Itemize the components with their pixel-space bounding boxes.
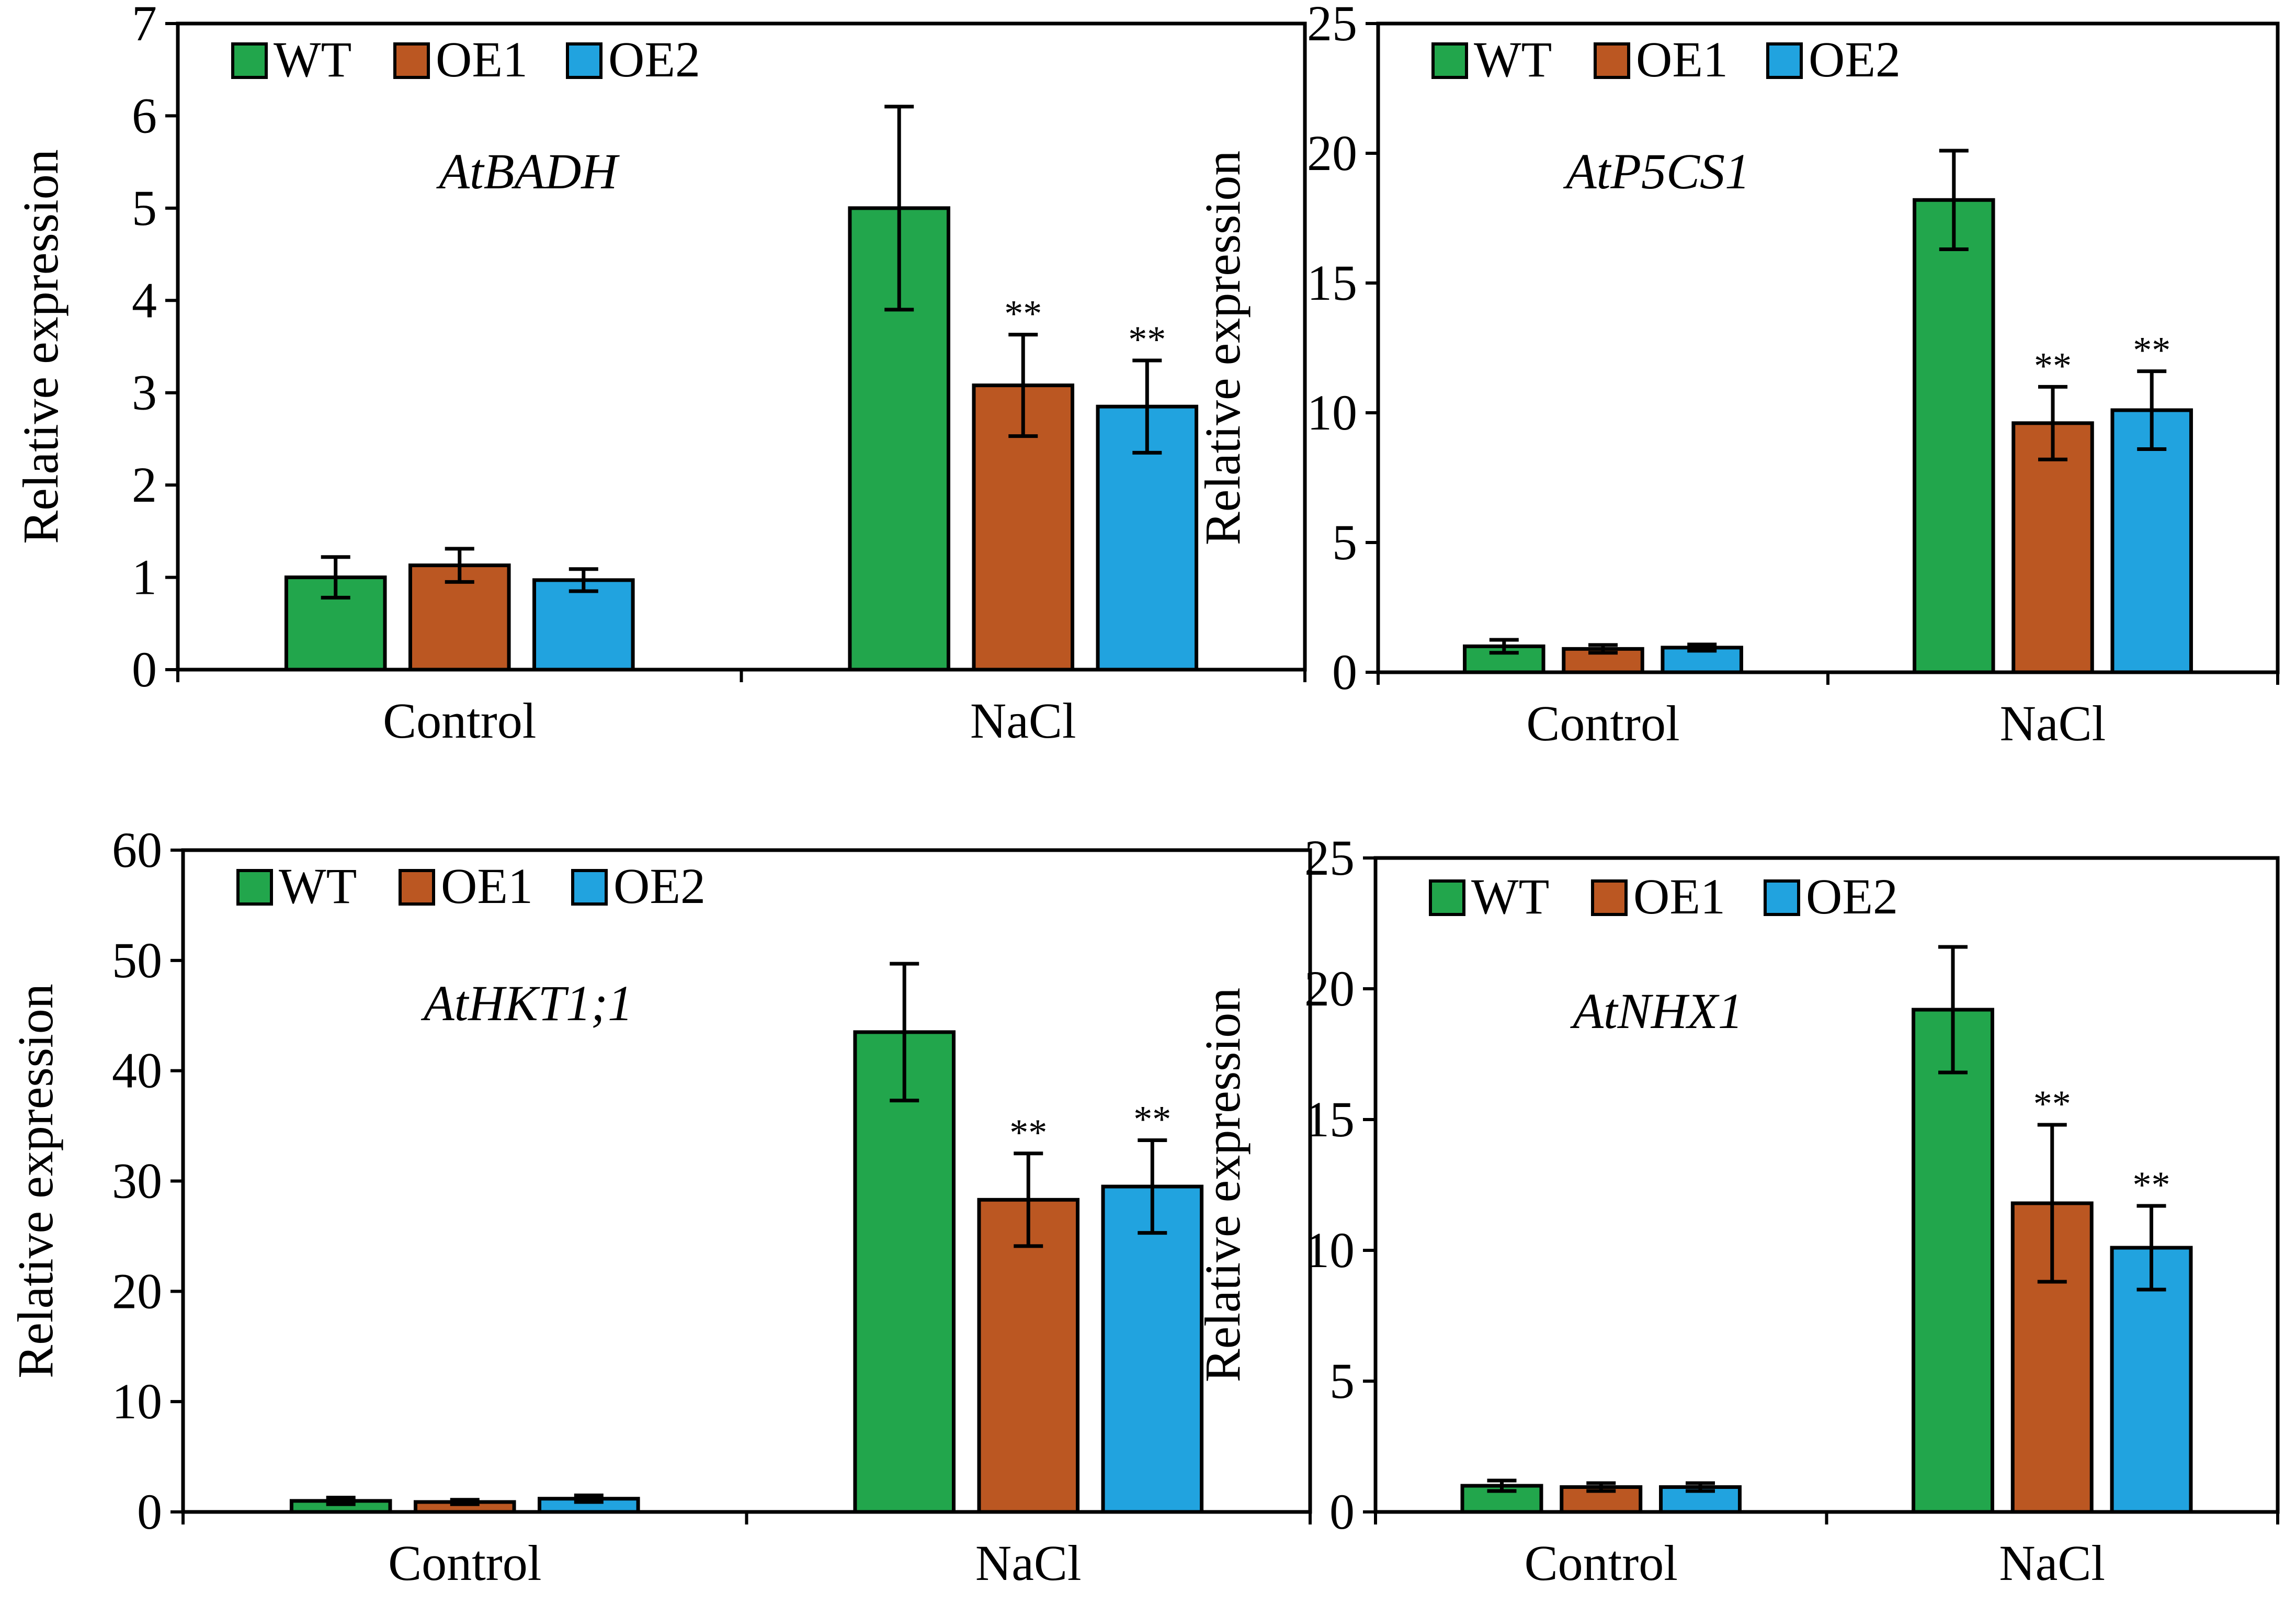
y-tick-label: 15 (1307, 255, 1357, 311)
y-tick-label: 25 (1304, 830, 1355, 886)
bar-wt-nacl (853, 1030, 956, 1514)
y-axis-title: Relative expression (1195, 151, 1251, 545)
legend: WT OE1 OE2 (231, 31, 700, 87)
y-tick-label: 50 (112, 932, 162, 988)
significance-label: ** (1128, 319, 1166, 360)
legend-swatch-oe1 (393, 42, 430, 79)
gene-label: AtBADH (436, 143, 620, 199)
chart-panel-2: 0 5 10 15 20 25 Control NaCl Relative expression… (1195, 0, 2280, 751)
y-tick-label: 3 (132, 365, 157, 421)
legend-swatch-wt (1431, 42, 1468, 79)
legend-label-wt: WT (274, 31, 351, 87)
gene-label: AtNHX1 (1570, 983, 1743, 1039)
legend-label-oe2: OE2 (1806, 868, 1898, 924)
y-tick-label: 0 (137, 1484, 162, 1540)
y-tick-label: 0 (132, 641, 157, 697)
significance-label: ** (1004, 293, 1042, 335)
legend-label-wt: WT (1471, 868, 1549, 924)
gene-label: AtP5CS1 (1563, 143, 1750, 199)
x-category-label: NaCl (1999, 1535, 2105, 1591)
legend-swatch-oe2 (566, 42, 603, 79)
y-tick-label: 25 (1307, 0, 1357, 51)
legend-swatch-oe1 (1594, 42, 1630, 79)
legend-swatch-oe2 (571, 869, 608, 906)
y-tick-label: 5 (132, 180, 157, 236)
bar-oe2-control (1661, 646, 1743, 674)
bar-wt-nacl (1912, 1008, 1994, 1514)
x-category-label: Control (1526, 695, 1679, 751)
legend-label-oe1: OE1 (436, 31, 528, 87)
legend-swatch-oe1 (1591, 879, 1628, 916)
chart-panel-3: 0 10 20 30 40 50 60 Control NaCl Relative express… (7, 822, 1312, 1591)
legend: WT OE1 OE2 (1431, 31, 1901, 87)
x-category-label: Control (388, 1535, 541, 1591)
legend-label-oe1: OE1 (1633, 868, 1725, 924)
x-category-label: Control (1525, 1535, 1678, 1591)
legend-label-wt: WT (279, 858, 357, 914)
y-tick-label: 4 (132, 272, 157, 328)
y-tick-label: 0 (1329, 1484, 1355, 1540)
y-tick-label: 5 (1332, 514, 1357, 570)
y-axis-title: Relative expression (7, 984, 63, 1378)
y-tick-label: 2 (132, 457, 157, 513)
y-tick-label: 10 (112, 1373, 162, 1429)
y-tick-label: 1 (132, 549, 157, 605)
y-tick-label: 10 (1307, 385, 1357, 440)
legend-label-oe2: OE2 (608, 31, 700, 87)
bar-oe1-nacl (977, 1198, 1080, 1514)
y-tick-label: 30 (112, 1153, 162, 1209)
y-tick-label: 15 (1304, 1091, 1355, 1147)
x-category-label: NaCl (975, 1535, 1082, 1591)
legend-swatch-wt (231, 42, 268, 79)
legend: WT OE1 OE2 (1429, 868, 1898, 924)
y-axis-title: Relative expression (13, 149, 69, 544)
legend-label-wt: WT (1474, 31, 1552, 87)
significance-label: ** (2133, 1164, 2170, 1206)
y-tick-label: 60 (112, 822, 162, 878)
bar-oe2-nacl (2110, 1246, 2193, 1514)
x-category-label: Control (383, 693, 536, 749)
y-tick-label: 20 (1307, 125, 1357, 181)
bar-oe2-control (532, 578, 635, 672)
y-tick-label: 20 (112, 1263, 162, 1319)
chart-panel-1: 0 1 2 3 4 5 6 7 Control NaCl Relative expression **… (13, 0, 1307, 749)
x-category-label: NaCl (970, 693, 1076, 749)
significance-label: ** (2133, 330, 2170, 371)
x-category-label: NaCl (2000, 695, 2106, 751)
bar-oe2-nacl (2110, 408, 2193, 674)
y-tick-label: 20 (1304, 961, 1355, 1016)
legend-swatch-oe2 (1766, 42, 1803, 79)
y-axis-title: Relative expression (1195, 988, 1251, 1382)
y-tick-label: 0 (1332, 644, 1357, 700)
legend-swatch-wt (1429, 879, 1465, 916)
legend-label-oe2: OE2 (613, 858, 706, 914)
gene-label: AtHKT1;1 (420, 975, 633, 1031)
legend: WT OE1 OE2 (236, 858, 706, 914)
significance-label: ** (2034, 345, 2072, 387)
significance-label: ** (1009, 1112, 1047, 1154)
legend-label-oe1: OE1 (1636, 31, 1728, 87)
legend-swatch-wt (236, 869, 273, 906)
significance-label: ** (2033, 1083, 2071, 1125)
legend-label-oe1: OE1 (441, 858, 533, 914)
legend-swatch-oe1 (399, 869, 435, 906)
chart-panel-4: 0 5 10 15 20 25 Control NaCl Relative expression… (1195, 830, 2280, 1591)
legend-swatch-oe2 (1764, 879, 1800, 916)
legend-label-oe2: OE2 (1809, 31, 1901, 87)
bar-wt-nacl (1913, 198, 1995, 674)
y-tick-label: 40 (112, 1043, 162, 1099)
y-tick-label: 10 (1304, 1222, 1355, 1278)
significance-label: ** (1133, 1098, 1171, 1140)
y-tick-label: 5 (1329, 1353, 1355, 1409)
y-tick-label: 7 (132, 0, 157, 51)
bar-oe1-nacl (2011, 421, 2094, 674)
y-tick-label: 6 (132, 87, 157, 143)
bar-oe2-nacl (1101, 1184, 1204, 1514)
